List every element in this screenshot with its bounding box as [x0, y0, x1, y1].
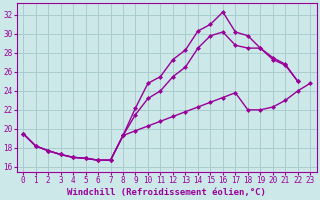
X-axis label: Windchill (Refroidissement éolien,°C): Windchill (Refroidissement éolien,°C) [67, 188, 266, 197]
